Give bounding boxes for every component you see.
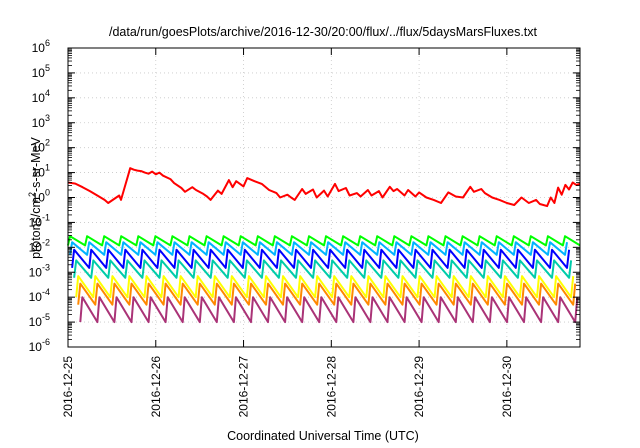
series-line [77, 282, 577, 306]
series-line [67, 167, 581, 208]
x-tick-labels: 2016-12-25 2016-12-26 2016-12-27 2016-12-28… [61, 356, 514, 418]
x-tick-label: 2016-12-29 [412, 356, 426, 418]
ticks [67, 47, 580, 348]
x-tick-label: 2016-12-30 [500, 356, 514, 418]
series-line [75, 275, 575, 299]
x-tick-label: 2016-12-27 [237, 356, 251, 418]
x-tick-label: 2016-12-28 [324, 356, 338, 418]
series-line [67, 235, 581, 247]
x-tick-label: 2016-12-26 [149, 356, 163, 418]
series-line [79, 296, 579, 324]
series-line [71, 248, 571, 269]
series-layer [67, 167, 581, 324]
y-axis-title: protons/cm2-s-sr-MeV [27, 136, 43, 258]
series-line [69, 241, 568, 256]
series-line [73, 259, 573, 279]
x-tick-label: 2016-12-25 [61, 356, 75, 418]
x-axis-title: Coordinated Universal Time (UTC) [227, 429, 419, 443]
chart-title: /data/run/goesPlots/archive/2016-12-30/2… [109, 25, 538, 39]
